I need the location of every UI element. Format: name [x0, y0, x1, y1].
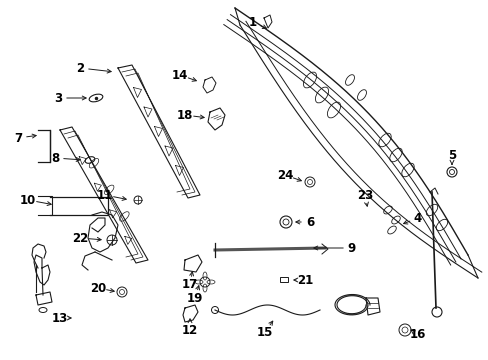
- Text: 15: 15: [256, 325, 273, 338]
- Text: 9: 9: [347, 242, 355, 255]
- Text: 18: 18: [177, 108, 193, 122]
- Text: 17: 17: [182, 279, 198, 292]
- Text: 23: 23: [356, 189, 372, 202]
- Text: 24: 24: [276, 168, 293, 181]
- Text: 21: 21: [296, 274, 312, 287]
- Text: 20: 20: [90, 282, 106, 294]
- Text: 6: 6: [305, 216, 313, 229]
- Text: 13: 13: [52, 311, 68, 324]
- Text: 10: 10: [20, 194, 36, 207]
- Text: 4: 4: [413, 212, 421, 225]
- Text: 2: 2: [76, 62, 84, 75]
- Text: 12: 12: [182, 324, 198, 337]
- Text: 14: 14: [171, 68, 188, 81]
- Text: 3: 3: [54, 91, 62, 104]
- Text: 5: 5: [447, 149, 455, 162]
- Text: 11: 11: [97, 189, 113, 202]
- Text: 22: 22: [72, 231, 88, 244]
- Text: 19: 19: [186, 292, 203, 305]
- Text: 7: 7: [14, 131, 22, 144]
- Text: 8: 8: [51, 152, 59, 165]
- Text: 1: 1: [248, 15, 257, 28]
- Text: 16: 16: [409, 328, 426, 342]
